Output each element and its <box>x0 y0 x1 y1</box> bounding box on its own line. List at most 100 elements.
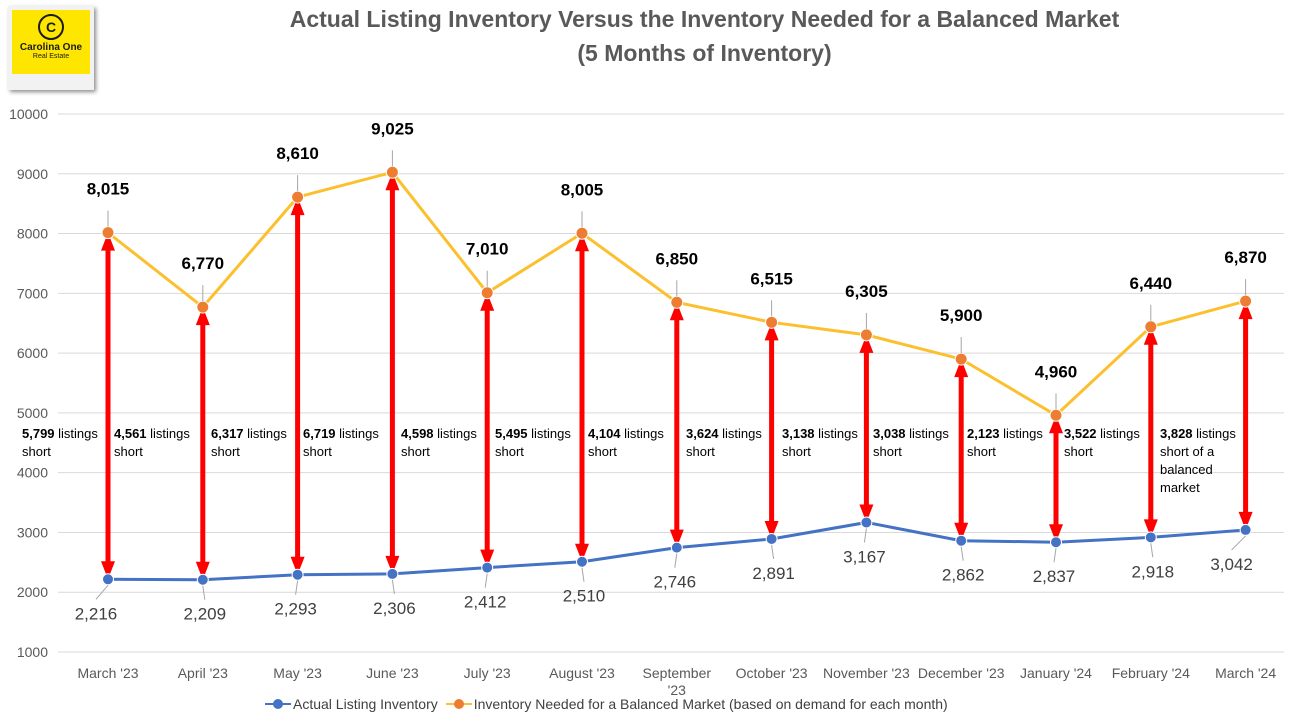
point-needed <box>670 295 684 309</box>
gap-annotation-number: 5,799 <box>22 426 55 441</box>
gap-annotation: 5,495 listings short <box>495 426 571 459</box>
y-tick-label: 8000 <box>17 226 48 242</box>
x-tick-label: November '23 <box>823 665 910 681</box>
gap-annotation-number: 6,317 <box>211 426 244 441</box>
data-label-actual: 3,042 <box>1210 555 1253 574</box>
leader-line <box>391 579 395 595</box>
gap-arrow-head-top <box>101 232 115 251</box>
point-actual <box>481 561 494 574</box>
data-labels: 2,216 2,209 2,293 2,306 2,412 2,510 2,746 2,891… <box>75 119 1267 623</box>
x-tick-label: March '23 <box>77 665 138 681</box>
gap-arrow-head-top <box>480 292 495 311</box>
x-tick-label: April '23 <box>178 665 228 681</box>
x-tick-label: December '23 <box>918 665 1005 681</box>
x-tick-label: July '23 <box>464 665 511 681</box>
y-tick-label: 3000 <box>17 524 48 540</box>
gap-arrow-head-bottom <box>290 556 305 575</box>
data-label-actual: 2,209 <box>184 605 227 624</box>
gap-annotation-number: 3,522 <box>1064 426 1097 441</box>
gap-arrow-head-bottom <box>669 529 684 548</box>
data-label-actual: 2,306 <box>373 599 416 618</box>
point-actual <box>291 568 304 581</box>
y-tick-label: 7000 <box>17 285 48 301</box>
gap-annotation-line: short <box>588 444 617 459</box>
y-tick-label: 9000 <box>17 166 48 182</box>
gap-annotation: 5,799 listings short <box>22 426 98 459</box>
gap-arrow-head-top <box>195 307 210 326</box>
leader-line <box>581 567 585 582</box>
x-tick-label: May '23 <box>273 665 322 681</box>
data-label-actual: 2,837 <box>1033 567 1076 586</box>
y-axis-ticks: 1000 2000 3000 4000 5000 6000 7000 8000 9000 1000… <box>9 106 48 660</box>
data-label-needed: 7,010 <box>466 240 509 259</box>
gap-annotation: 6,719 listings short <box>303 426 379 459</box>
gap-arrow-head-top <box>575 233 589 252</box>
logo-c-icon: C <box>38 14 64 40</box>
y-tick-label: 5000 <box>17 405 48 421</box>
data-label-needed: 9,025 <box>371 119 414 138</box>
gap-arrow-head-bottom <box>101 561 115 580</box>
gap-annotation-number: 2,123 <box>967 426 1000 441</box>
gap-arrow-head-top <box>1049 415 1063 434</box>
gap-annotation-number: 4,104 <box>588 426 621 441</box>
gap-arrow-head-bottom <box>480 549 495 568</box>
logo-sub: Real Estate <box>32 53 70 60</box>
gap-arrow-head-top <box>1143 326 1158 345</box>
gap-annotation-line: 5,799 listings <box>22 426 98 441</box>
gap-annotation-line: short <box>873 444 902 459</box>
point-actual <box>860 516 873 529</box>
point-needed <box>480 286 494 300</box>
gap-annotation-line: 3,038 listings <box>873 426 949 441</box>
gap-annotation-line: 6,317 listings <box>211 426 287 441</box>
gap-annotation-line: short <box>967 444 996 459</box>
gap-annotation-line: 3,624 listings <box>686 426 762 441</box>
data-label-actual: 2,746 <box>654 573 697 592</box>
data-label-needed: 6,305 <box>845 282 888 301</box>
gap-arrows <box>101 172 1253 580</box>
leader-line <box>863 528 867 543</box>
x-tick-label: '23 <box>668 682 686 698</box>
gap-annotation: 3,828 listings short of a balanced market <box>1160 426 1236 495</box>
gap-annotation-line: short of a <box>1160 444 1215 459</box>
gap-annotation-line: short <box>495 444 524 459</box>
legend: Actual Listing Inventory Inventory Neede… <box>265 696 956 712</box>
gap-arrow-head-bottom <box>1143 519 1158 538</box>
point-actual <box>576 555 588 568</box>
leader-line <box>202 585 206 600</box>
gap-annotation: 3,138 listings short <box>782 426 858 459</box>
gap-arrow-head-top <box>290 197 305 216</box>
point-actual <box>196 573 209 586</box>
gap-annotation-line: short <box>686 444 715 459</box>
company-logo: C Carolina One Real Estate <box>8 6 94 90</box>
gap-arrow-head-bottom <box>385 555 400 574</box>
gap-arrow-head-bottom <box>195 561 210 580</box>
logo-name: Carolina One <box>19 42 83 53</box>
gap-annotation-line: short <box>211 444 240 459</box>
gap-annotation-line: balanced <box>1160 462 1213 477</box>
data-label-actual: 2,510 <box>563 587 606 606</box>
gridlines <box>58 113 1284 653</box>
leader-line <box>295 580 299 595</box>
x-tick-label: August '23 <box>549 665 615 681</box>
gap-annotation-line: 4,104 listings <box>588 426 664 441</box>
gap-annotation-line: 6,719 listings <box>303 426 379 441</box>
data-label-actual: 2,412 <box>464 593 507 612</box>
gap-annotation-number: 4,561 <box>114 426 147 441</box>
data-label-needed: 4,960 <box>1035 362 1078 381</box>
gap-annotation-number: 3,038 <box>873 426 906 441</box>
leader-line <box>1053 548 1057 563</box>
leader-line <box>960 546 964 561</box>
gap-arrow-head-top <box>1238 301 1253 320</box>
point-needed <box>575 226 589 240</box>
gap-arrow-head-top <box>385 172 400 191</box>
x-tick-label: February '24 <box>1112 665 1190 681</box>
data-label-needed: 6,870 <box>1224 248 1267 267</box>
point-needed <box>1239 294 1253 308</box>
gap-annotation: 2,123 listings short <box>967 426 1043 459</box>
point-actual <box>1239 523 1252 536</box>
gap-annotation: 3,522 listings short <box>1064 426 1140 459</box>
data-label-actual: 2,216 <box>75 604 118 623</box>
chart-title: Actual Listing Inventory Versus the Inve… <box>289 6 1120 32</box>
